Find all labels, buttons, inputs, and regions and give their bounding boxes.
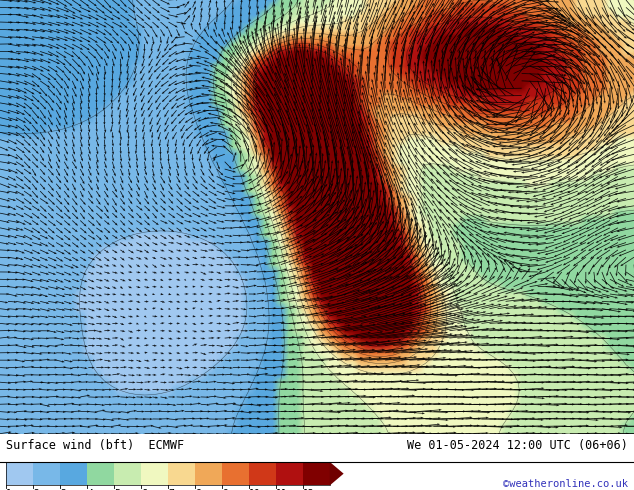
Text: 4: 4 [87,489,93,490]
Bar [6,462,33,486]
Polygon shape [330,462,344,486]
Bar [303,462,330,486]
Text: 7: 7 [168,489,174,490]
Text: 1: 1 [6,489,12,490]
Text: ©weatheronline.co.uk: ©weatheronline.co.uk [503,479,628,489]
Text: 6: 6 [141,489,147,490]
Text: We 01-05-2024 12:00 UTC (06+06): We 01-05-2024 12:00 UTC (06+06) [407,439,628,452]
Text: 12: 12 [303,489,314,490]
Bar [195,462,222,486]
Bar [141,462,168,486]
Bar [222,462,249,486]
Text: Surface wind (bft)  ECMWF: Surface wind (bft) ECMWF [6,439,184,452]
Text: 10: 10 [249,489,261,490]
Text: 2: 2 [34,489,39,490]
Bar [276,462,303,486]
Bar [114,462,141,486]
Text: 5: 5 [114,489,120,490]
Bar [34,462,60,486]
Bar [168,462,195,486]
Text: 3: 3 [60,489,66,490]
Bar [87,462,114,486]
Bar [249,462,276,486]
Text: 9: 9 [222,489,228,490]
Bar [60,462,87,486]
Text: 8: 8 [195,489,201,490]
Text: 11: 11 [276,489,288,490]
